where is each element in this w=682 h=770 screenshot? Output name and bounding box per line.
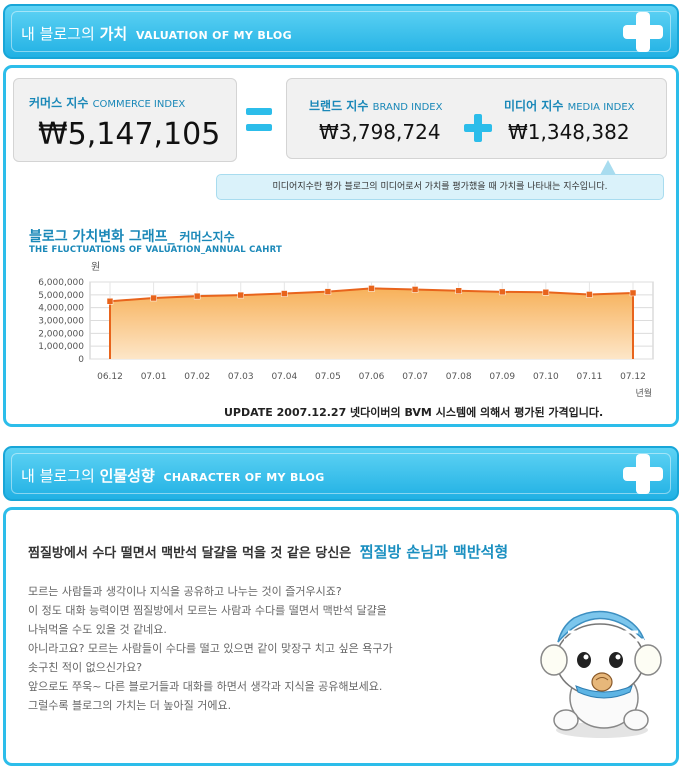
y-tick-label: 4,000,000 bbox=[38, 304, 84, 314]
media-index-label: 미디어 지수 MEDIA INDEX bbox=[504, 97, 635, 114]
x-tick-label: 07.09 bbox=[489, 372, 515, 382]
update-note: UPDATE 2007.12.27 넷다이버의 BVM 시스템에 의해서 평가된… bbox=[224, 406, 604, 419]
graph-subtitle: THE FLUCTUATIONS OF VALUATION_ANNUAL CAH… bbox=[29, 245, 282, 255]
x-tick-label: 07.08 bbox=[446, 372, 472, 382]
x-axis-label: 년월 bbox=[635, 387, 652, 399]
character-illustration bbox=[540, 610, 662, 738]
brand-index-label: 브랜드 지수 BRAND INDEX bbox=[309, 97, 442, 114]
data-point bbox=[193, 292, 201, 300]
commerce-index-box bbox=[13, 78, 237, 162]
brand-label-ko: 브랜드 지수 bbox=[309, 99, 369, 113]
character-heading-text: 찜질방에서 수다 떨면서 맥반석 달걀을 먹을 것 같은 당신은 bbox=[28, 546, 352, 561]
description-line: 모르는 사람들과 생각이나 지식을 공유하고 나누는 것이 즐거우시죠? bbox=[28, 585, 342, 598]
x-tick-label: 07.10 bbox=[533, 372, 559, 382]
series-area bbox=[110, 288, 633, 359]
commerce-index-value: ₩5,147,105 bbox=[38, 117, 221, 152]
x-tick-label: 07.02 bbox=[184, 372, 210, 382]
expand-plus-icon[interactable] bbox=[623, 454, 663, 494]
y-tick-label: 2,000,000 bbox=[38, 329, 84, 339]
equals-icon-bottom bbox=[246, 124, 272, 131]
commerce-label-en: COMMERCE INDEX bbox=[92, 99, 186, 110]
media-index-tooltip: 미디어지수란 평가 블로그의 미디어로서 가치를 평가했을 때 가치를 나타내는… bbox=[216, 174, 664, 200]
brand-index-value: ₩3,798,724 bbox=[319, 120, 441, 144]
plus-icon bbox=[464, 114, 492, 142]
character-type-highlight: 찜질방 손님과 맥반석형 bbox=[359, 543, 509, 561]
character-heading: 찜질방에서 수다 떨면서 맥반석 달걀을 먹을 것 같은 당신은 찜질방 손님과… bbox=[28, 541, 508, 562]
y-axis-label: 원 bbox=[91, 261, 100, 273]
valuation-chart: 6,000,000 5,000,000 4,000,000 3,000,000 2,00… bbox=[38, 261, 654, 399]
banner-title-prefix: 내 블로그의 bbox=[21, 25, 95, 43]
data-point bbox=[542, 289, 550, 296]
expand-plus-icon[interactable] bbox=[623, 12, 663, 52]
x-tick-label: 07.05 bbox=[315, 372, 341, 382]
y-tick-label: 5,000,000 bbox=[38, 291, 84, 301]
media-label-ko: 미디어 지수 bbox=[504, 99, 564, 113]
data-point bbox=[324, 288, 332, 295]
x-tick-label: 07.12 bbox=[620, 372, 646, 382]
description-line: 나눠먹을 수도 있을 것 같네요. bbox=[28, 623, 167, 636]
description-line: 솟구친 적이 없으신가요? bbox=[28, 661, 143, 674]
equals-icon-top bbox=[246, 108, 272, 115]
media-index-value: ₩1,348,382 bbox=[508, 120, 630, 144]
tooltip-arrow bbox=[600, 160, 616, 175]
x-tick-label: 07.07 bbox=[402, 372, 428, 382]
graph-title-main: 블로그 가치변화 그래프_ bbox=[29, 229, 175, 245]
graph-title-sub: 커머스지수 bbox=[179, 230, 235, 244]
character-banner-title: 내 블로그의 인물성향 CHARACTER OF MY BLOG bbox=[21, 465, 325, 486]
x-tick-label: 07.04 bbox=[271, 372, 297, 382]
x-tick-label: 07.01 bbox=[141, 372, 167, 382]
graph-title: 블로그 가치변화 그래프_ 커머스지수 bbox=[29, 226, 235, 246]
banner-title-prefix: 내 블로그의 bbox=[21, 467, 95, 485]
banner-title-en: CHARACTER OF MY BLOG bbox=[163, 471, 325, 484]
x-tick-label: 06.12 bbox=[97, 372, 123, 382]
banner-title-bold: 인물성향 bbox=[99, 467, 155, 485]
data-point bbox=[455, 287, 462, 294]
data-point bbox=[629, 289, 637, 297]
valuation-banner: 내 블로그의 가치 VALUATION OF MY BLOG bbox=[3, 4, 679, 59]
banner-title-en: VALUATION OF MY BLOG bbox=[135, 29, 292, 42]
banner-frame bbox=[11, 453, 671, 494]
x-tick-label: 07.06 bbox=[359, 372, 385, 382]
valuation-banner-title: 내 블로그의 가치 VALUATION OF MY BLOG bbox=[21, 23, 292, 44]
brand-label-en: BRAND INDEX bbox=[372, 102, 443, 113]
x-tick-label: 07.11 bbox=[577, 372, 603, 382]
data-point bbox=[237, 291, 244, 299]
y-tick-label: 1,000,000 bbox=[38, 342, 84, 352]
y-tick-label: 3,000,000 bbox=[38, 317, 84, 327]
description-line: 그럴수록 블로그의 가치는 더 높아질 거에요. bbox=[28, 699, 232, 712]
commerce-label-ko: 커머스 지수 bbox=[29, 96, 89, 110]
x-tick-label: 07.03 bbox=[228, 372, 254, 382]
data-point bbox=[411, 286, 419, 293]
data-point bbox=[106, 298, 114, 305]
banner-frame bbox=[11, 11, 671, 52]
character-banner: 내 블로그의 인물성향 CHARACTER OF MY BLOG bbox=[3, 446, 679, 501]
description-line: 이 정도 대화 능력이면 찜질방에서 모르는 사람과 수다를 떨면서 맥반석 달… bbox=[28, 604, 387, 617]
banner-title-bold: 가치 bbox=[99, 25, 128, 43]
y-tick-label: 6,000,000 bbox=[38, 278, 84, 288]
data-point bbox=[281, 290, 288, 297]
data-point bbox=[586, 291, 593, 298]
commerce-index-label: 커머스 지수 COMMERCE INDEX bbox=[29, 94, 185, 111]
data-point bbox=[499, 288, 506, 296]
data-point bbox=[150, 294, 157, 302]
description-line: 아니라고요? 모르는 사람들이 수다를 떨고 있으면 같이 맞장구 치고 싶은 … bbox=[28, 642, 393, 655]
media-label-en: MEDIA INDEX bbox=[567, 102, 635, 113]
data-point bbox=[368, 285, 375, 292]
y-tick-label: 0 bbox=[78, 355, 84, 365]
description-line: 앞으로도 쭈욱~ 다른 블로거들과 대화를 하면서 생각과 지식을 공유해보세요… bbox=[28, 680, 383, 693]
